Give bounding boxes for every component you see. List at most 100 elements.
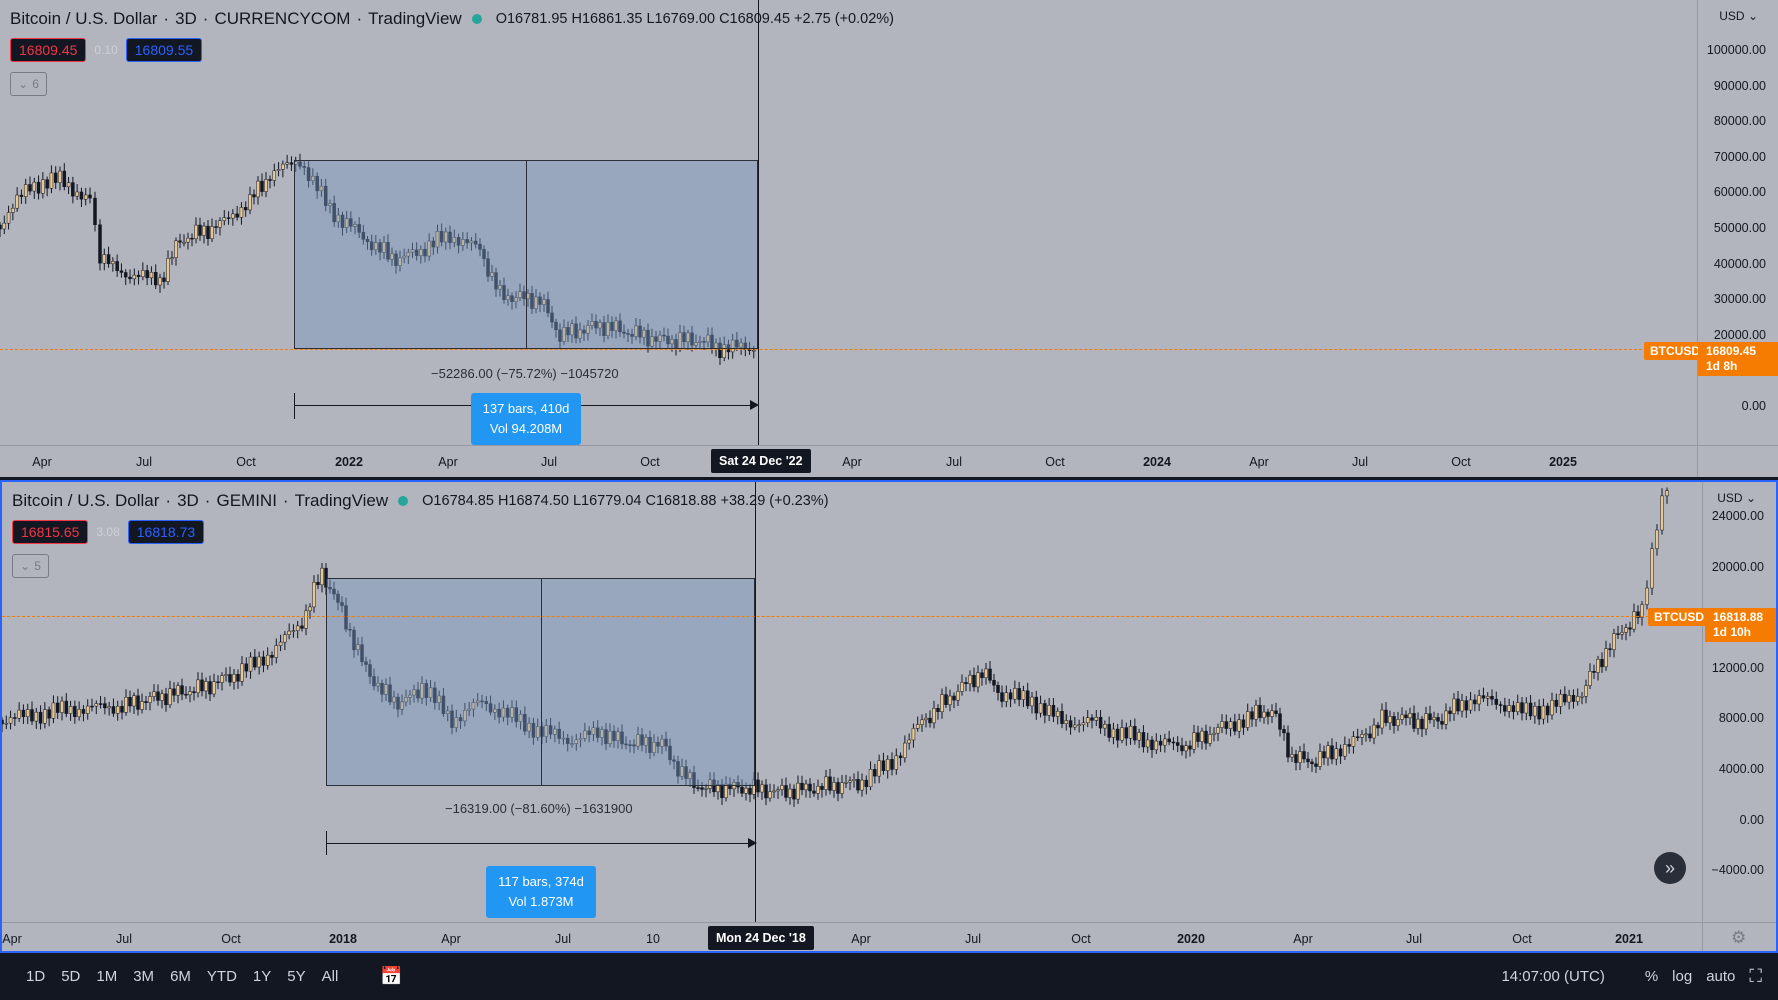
timeframe-5d-button[interactable]: 5D — [61, 968, 81, 985]
candle-body — [244, 663, 249, 672]
candle-body — [1004, 692, 1009, 702]
candle-body — [752, 349, 756, 352]
candle-body — [1620, 632, 1624, 635]
candle-body — [81, 709, 86, 714]
indicators-toggle[interactable]: ⌄ 5 — [12, 554, 49, 578]
buy-sell-buttons: 16815.65 3.08 16818.73 — [12, 520, 205, 544]
candle-body — [1107, 724, 1111, 738]
candle-body — [654, 336, 658, 342]
candle-body — [115, 705, 120, 714]
exchange-label[interactable]: GEMINI — [216, 491, 277, 510]
percent-toggle[interactable]: % — [1644, 968, 1659, 985]
measure-change-label: −16319.00 (−81.60%) −1631900 — [437, 798, 641, 819]
candle-body — [1524, 702, 1529, 714]
chart-plot-area[interactable]: −16319.00 (−81.60%) −1631900 117 bars, 3… — [2, 482, 1704, 922]
price-tag: 16809.45 1d 8h — [1698, 342, 1778, 376]
candle-body — [210, 226, 214, 239]
candle-body — [1571, 695, 1576, 702]
timeframe-6m-button[interactable]: 6M — [170, 968, 191, 985]
exchange-label[interactable]: CURRENCYCOM — [214, 9, 351, 28]
time-tick-label: Jul — [555, 932, 571, 946]
candle-body — [1233, 721, 1237, 732]
crosshair-date-label: Mon 24 Dec '18 — [708, 926, 814, 950]
timeframe-1m-button[interactable]: 1M — [96, 968, 118, 985]
time-axis[interactable]: 2025 Oct Jul Apr 2024 Oct Jul Apr Oct Jul Apr 2022 O… — [0, 445, 1697, 477]
sell-price-button[interactable]: 16815.65 — [12, 520, 89, 544]
price-axis[interactable]: USD ⌄ 24000.0020000.0016000.0012000.0080… — [1702, 482, 1776, 922]
candle-body — [120, 705, 124, 713]
candle-body — [248, 656, 253, 672]
candle-body — [36, 181, 41, 194]
candle-body — [1245, 711, 1250, 728]
buy-price-button[interactable]: 16818.73 — [127, 520, 205, 544]
currency-selector[interactable]: USD ⌄ — [1717, 491, 1756, 505]
measure-rectangle[interactable] — [326, 578, 755, 786]
candle-body — [220, 675, 224, 683]
candle-body — [662, 334, 666, 337]
candle-body — [252, 194, 256, 198]
sell-price-button[interactable]: 16809.45 — [10, 38, 87, 62]
candle-body — [414, 249, 419, 256]
log-toggle[interactable]: log — [1672, 968, 1693, 985]
time-axis[interactable]: 2021 Oct Jul Apr 2020 Oct Jul Apr 10 Jul Apr 2018 Oc… — [2, 922, 1704, 951]
candle-body — [1111, 728, 1116, 738]
candle-body — [231, 213, 235, 219]
candle-body — [281, 163, 285, 170]
candle-body — [1220, 721, 1224, 728]
symbol-legend[interactable]: Bitcoin / U.S. Dollar · 3D · GEMINI · Tr… — [12, 491, 829, 510]
chart-plot-area[interactable]: −52286.00 (−75.72%) −1045720 137 bars, 4… — [0, 0, 1697, 445]
timeframe-all-button[interactable]: All — [321, 968, 339, 985]
symbol-legend[interactable]: Bitcoin / U.S. Dollar · 3D · CURRENCYCOM… — [10, 9, 895, 28]
currency-selector[interactable]: USD ⌄ — [1719, 9, 1758, 23]
gear-icon[interactable]: ⚙ — [1731, 928, 1747, 947]
auto-toggle[interactable]: auto — [1706, 968, 1736, 985]
timeframe-5y-button[interactable]: 5Y — [287, 968, 306, 985]
candle-body — [591, 727, 596, 735]
interval-label[interactable]: 3D — [175, 9, 197, 28]
timeframe-3m-button[interactable]: 3M — [133, 968, 155, 985]
ohlc-low: L16779.04 — [572, 493, 642, 509]
buy-price-button[interactable]: 16809.55 — [125, 38, 203, 62]
candle-body — [180, 685, 184, 695]
candle-body — [720, 784, 724, 799]
candle-body — [480, 700, 484, 703]
candle-body — [1360, 734, 1364, 738]
candle-body — [1416, 718, 1420, 729]
candle-body — [285, 162, 289, 165]
candle-body — [700, 787, 704, 790]
fullscreen-icon[interactable]: ⛶ — [1749, 966, 1762, 986]
candle-body — [612, 730, 616, 741]
double-chevron-right-icon[interactable]: » — [1654, 852, 1686, 884]
candle-body — [877, 760, 881, 777]
candle-body — [972, 674, 976, 688]
calendar-range-icon[interactable]: 📅 — [380, 966, 403, 986]
price-axis[interactable]: USD ⌄ 100000.00 90000.00 80000.00 70000.00 6… — [1697, 0, 1778, 445]
candle-body — [760, 784, 764, 793]
timeframe-ytd-button[interactable]: YTD — [206, 968, 237, 985]
candle-body — [1485, 696, 1490, 699]
candle-body — [680, 766, 684, 777]
candle-body — [996, 684, 1000, 693]
ohlc-values: O16781.95 H16861.35 L16769.00 C16809.45 … — [496, 11, 894, 27]
candle-body — [652, 741, 656, 753]
indicators-toggle[interactable]: ⌄ 6 — [10, 72, 47, 96]
candle-body — [980, 672, 984, 679]
symbol-name[interactable]: Bitcoin / U.S. Dollar — [12, 491, 160, 510]
candle-body — [624, 743, 628, 746]
timeframe-1d-button[interactable]: 1D — [26, 968, 46, 985]
candle-body — [111, 261, 115, 265]
candle-body — [598, 322, 602, 329]
interval-label[interactable]: 3D — [177, 491, 199, 510]
clock-display[interactable]: 14:07:00 (UTC) — [1501, 968, 1605, 985]
chart-pane-top[interactable]: −52286.00 (−75.72%) −1045720 137 bars, 4… — [0, 0, 1778, 477]
candle-body — [1456, 698, 1460, 712]
candle-body — [1330, 745, 1334, 760]
chart-pane-bottom[interactable]: −16319.00 (−81.60%) −1631900 117 bars, 3… — [0, 480, 1778, 953]
symbol-name[interactable]: Bitcoin / U.S. Dollar — [10, 9, 158, 28]
timeframe-1y-button[interactable]: 1Y — [252, 968, 272, 985]
candle-body — [796, 782, 800, 800]
candle-body — [158, 277, 162, 286]
candle-body — [666, 335, 670, 345]
candle-body — [756, 779, 760, 793]
candle-body — [218, 220, 222, 228]
